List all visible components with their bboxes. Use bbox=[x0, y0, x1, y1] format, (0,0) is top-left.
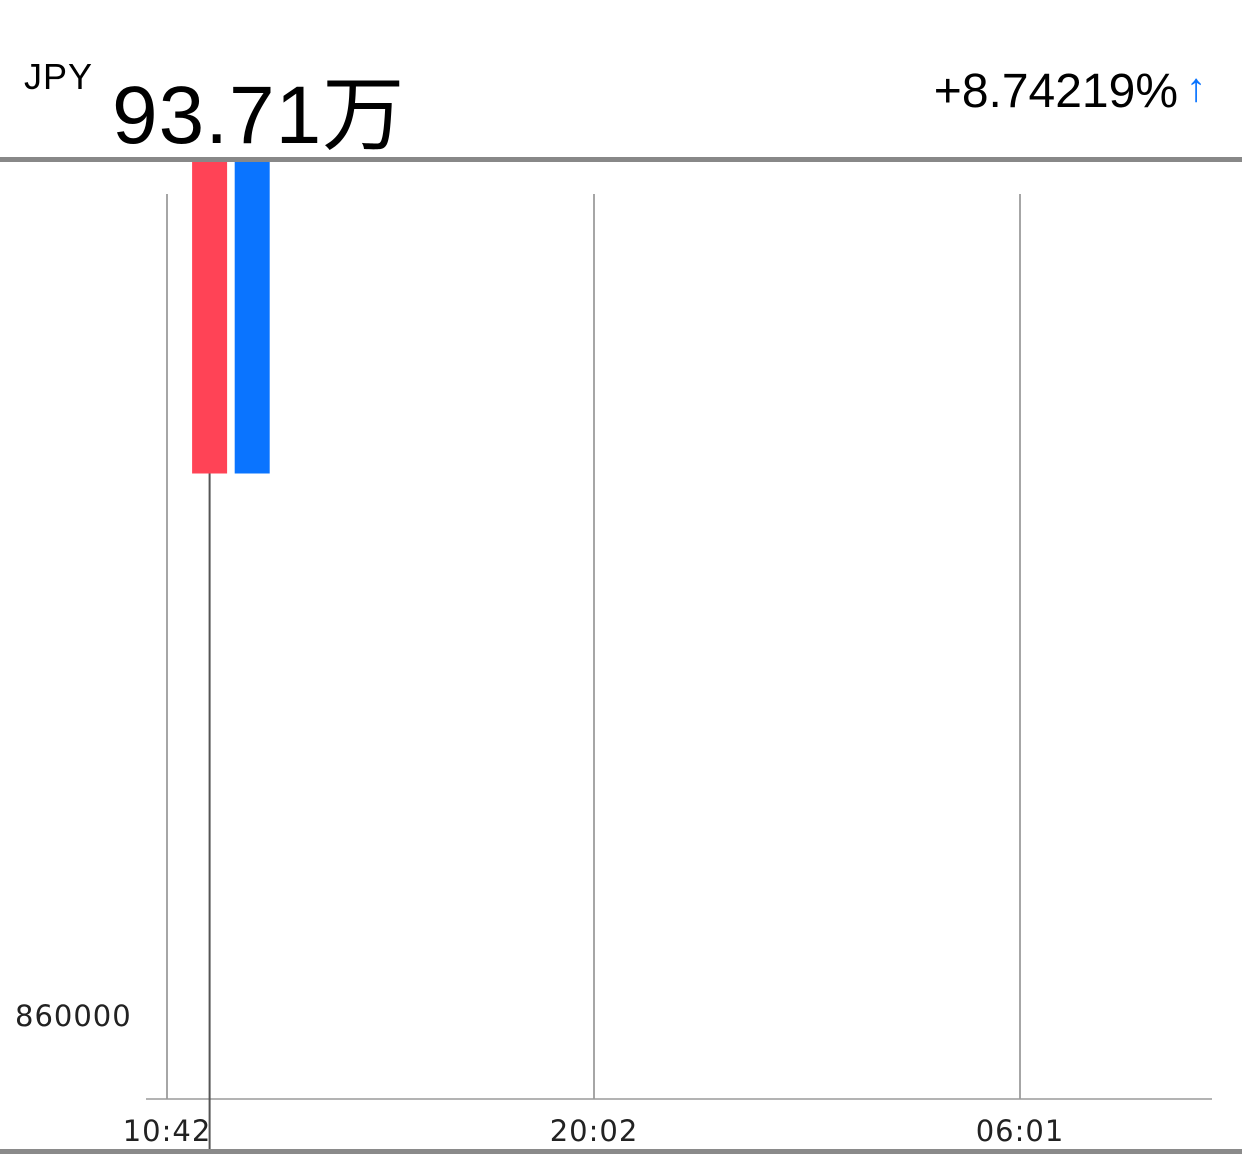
price-change: +8.74219% ↑ bbox=[934, 64, 1206, 119]
footer-divider bbox=[0, 1149, 1242, 1154]
change-percent: +8.74219% bbox=[933, 65, 1178, 118]
x-tick-label: 10:42 bbox=[123, 1114, 212, 1148]
x-tick-label: 06:01 bbox=[976, 1114, 1065, 1148]
x-tick-label: 20:02 bbox=[550, 1114, 639, 1148]
arrow-up-icon: ↑ bbox=[1186, 65, 1206, 110]
header-divider bbox=[0, 157, 1242, 162]
currency-label: JPY bbox=[24, 56, 94, 97]
current-price: 93.71万 bbox=[112, 70, 406, 161]
candle-body bbox=[234, 0, 270, 474]
price-header: JPY 93.71万 +8.74219% ↑ bbox=[0, 0, 1242, 161]
chart-svg: 94000092000090000088000086000010:4220:02… bbox=[15, 0, 1212, 1158]
candle-body bbox=[192, 0, 228, 474]
y-tick-label: 860000 bbox=[15, 999, 132, 1033]
